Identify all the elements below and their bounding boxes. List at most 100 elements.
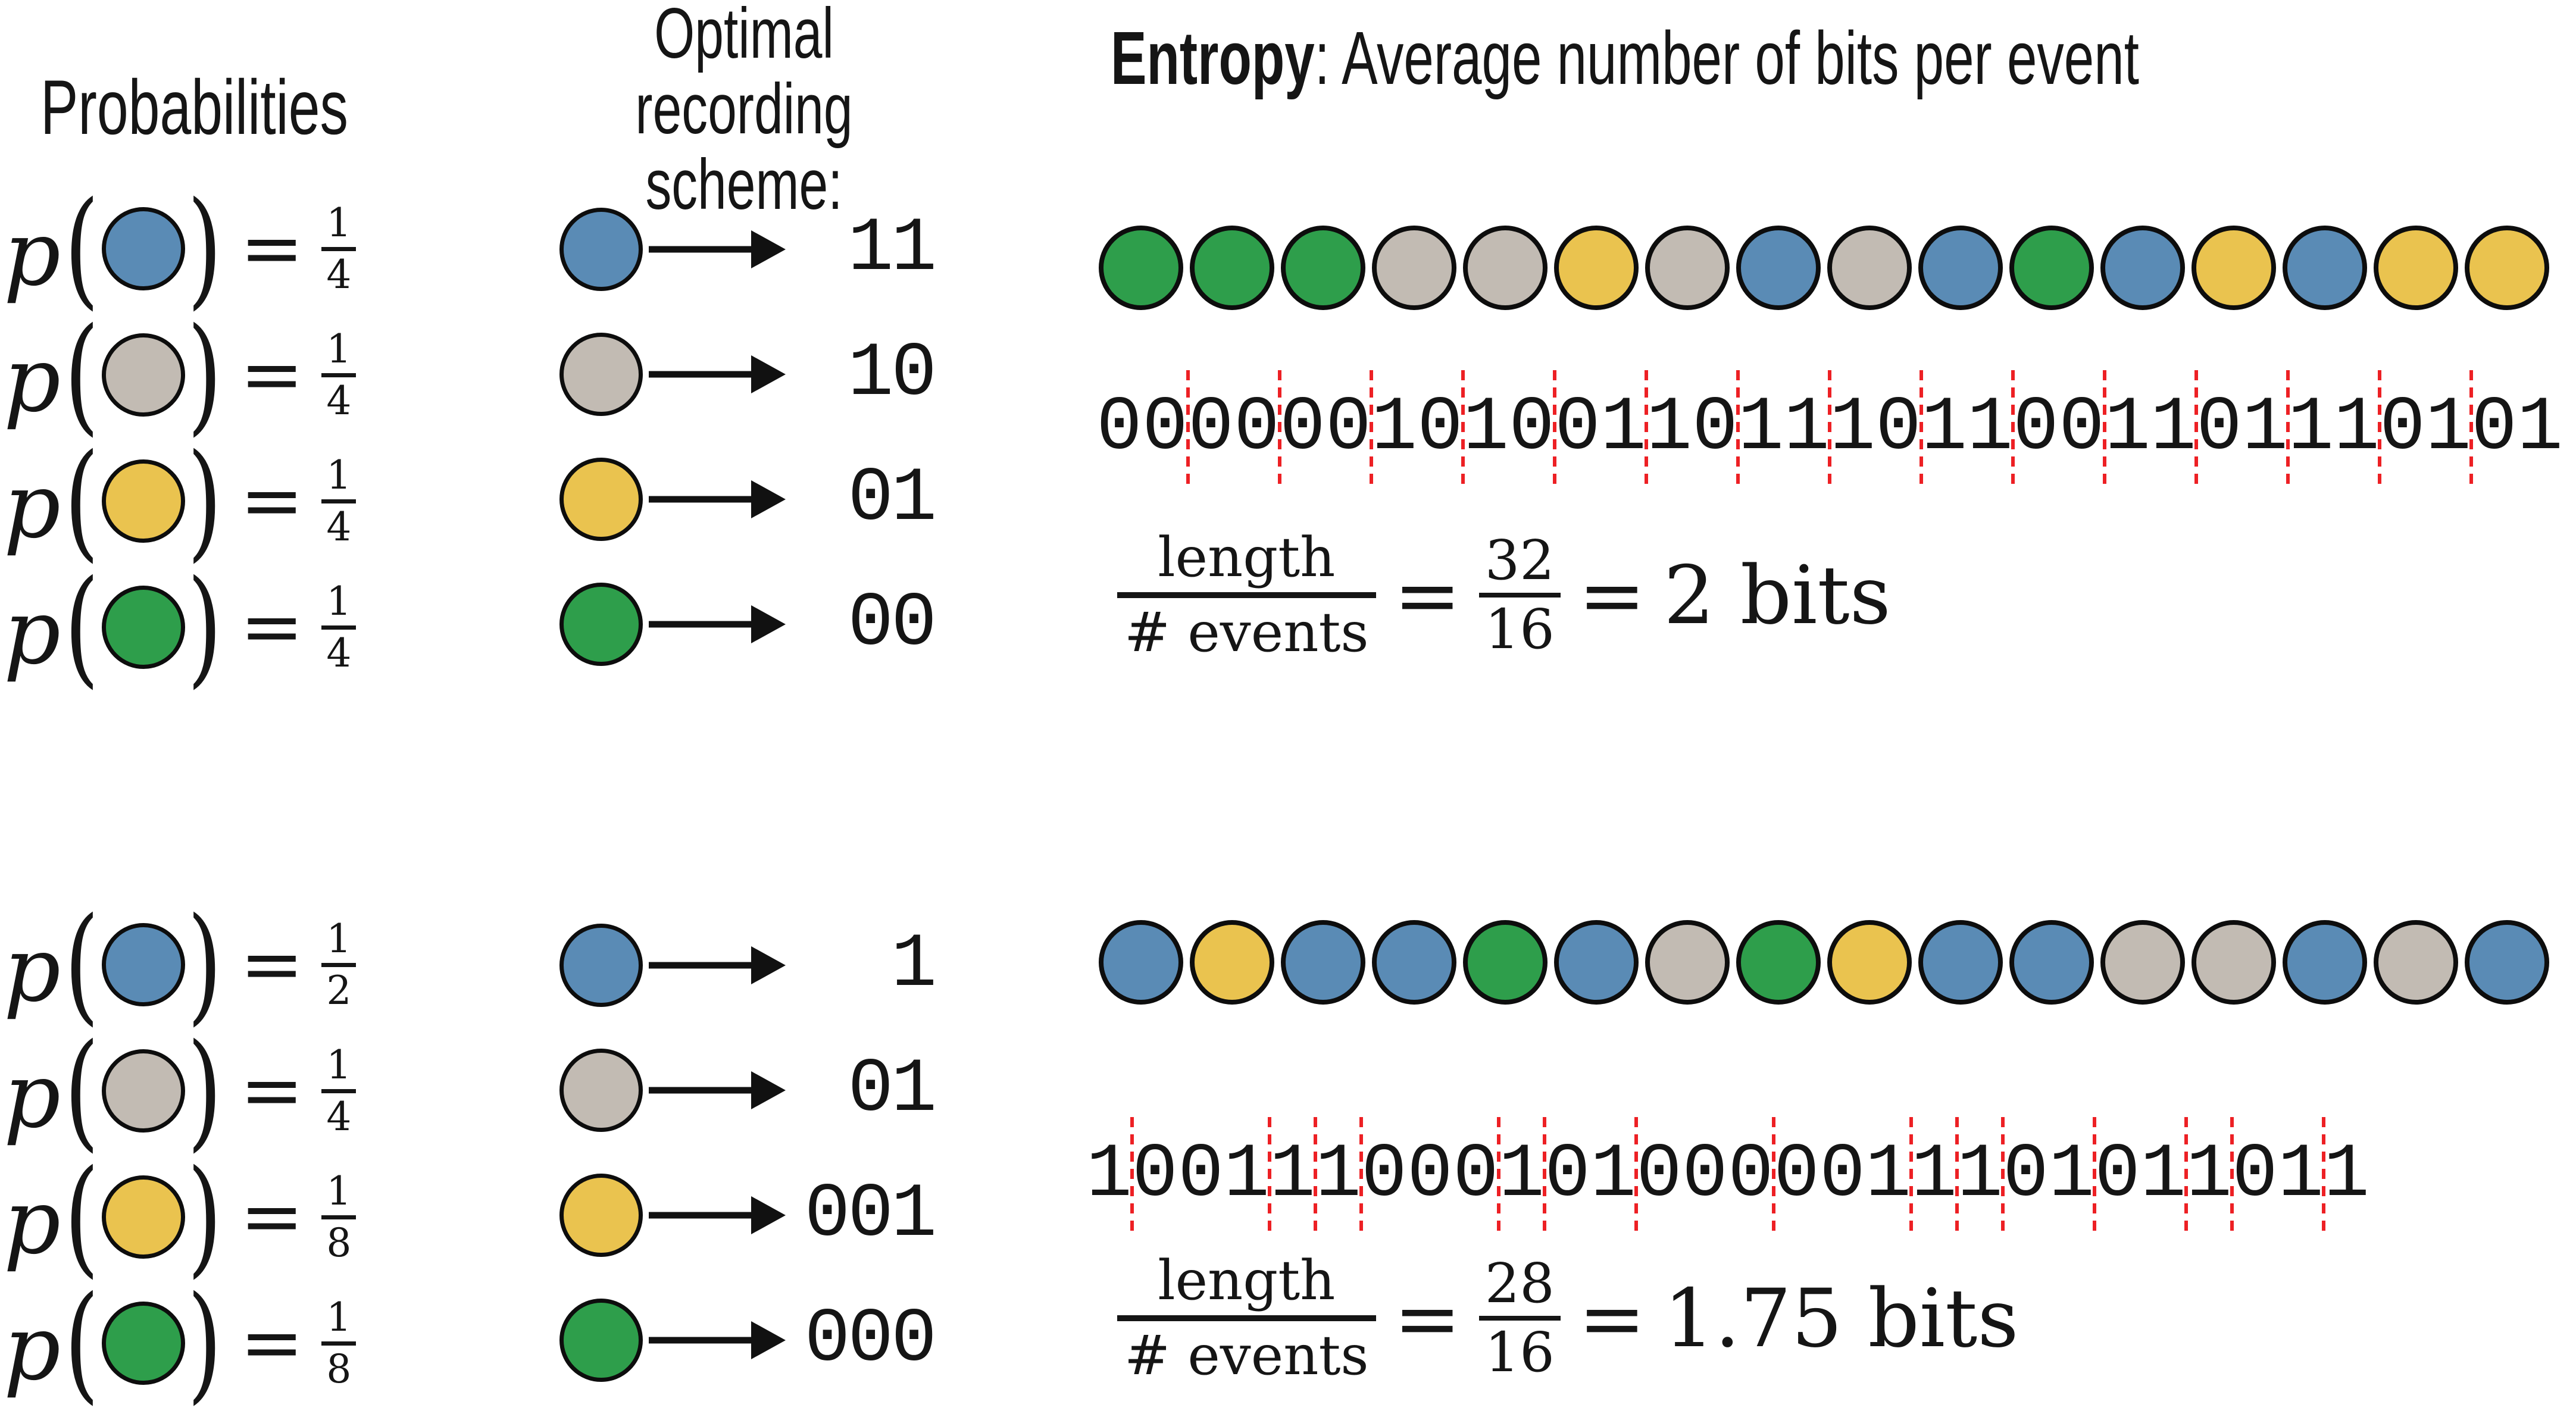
code-boundary-separator (1278, 370, 1281, 487)
probability-row: p() = 1 4 (4, 175, 357, 323)
blue-event-dot (559, 208, 643, 291)
bit-digit: 0 (1692, 385, 1738, 471)
close-paren: ) (187, 891, 223, 1038)
equals-sign: = (240, 920, 304, 1009)
code-boundary-separator (1553, 370, 1556, 487)
bit-digit: 1 (1315, 1132, 1361, 1218)
code-boundary-separator (1130, 1117, 1134, 1234)
blue-event-dot (1372, 920, 1456, 1005)
arrow-right-icon (649, 1321, 786, 1359)
blue-event-dot (101, 207, 185, 290)
bit-digit: 1 (2324, 1132, 2369, 1218)
fraction-denominator: 4 (326, 251, 352, 298)
bit-digit: 1 (1738, 385, 1784, 471)
equals-sign: = (1578, 1271, 1646, 1365)
event-sequence-skewed (1099, 920, 2549, 1005)
code-label: 001 (804, 1172, 937, 1258)
open-paren: ( (64, 891, 99, 1038)
yellow-event-dot (1827, 920, 1912, 1005)
close-paren: ) (187, 301, 223, 449)
bit-digit: 1 (2105, 385, 2150, 471)
avg-bits-result: 2 bits (1663, 548, 1891, 642)
code-boundary-separator (2378, 370, 2381, 487)
bit-digit: 0 (1096, 385, 1142, 471)
fraction-numerator: 1 (326, 1294, 352, 1340)
equals-sign: = (1393, 548, 1461, 642)
blue-event-dot (1281, 920, 1365, 1005)
scheme-table-uniform: 11 10 01 00 (559, 187, 937, 687)
gray-event-dot (559, 333, 643, 416)
ratio-numerator: 32 (1484, 528, 1555, 592)
code-boundary-separator (1370, 370, 1373, 487)
fraction-bar (1117, 592, 1376, 598)
code-boundary-separator (1909, 1117, 1913, 1234)
code-assignment-row: 00 (559, 562, 937, 687)
blue-event-dot (1918, 226, 2003, 310)
fraction-denominator: 8 (326, 1346, 352, 1392)
gray-event-dot (101, 1049, 185, 1133)
fraction-denominator: 4 (326, 503, 352, 550)
arrow-right-icon (649, 946, 786, 984)
bit-digit: 0 (2471, 385, 2517, 471)
scheme-title-line2: scheme: (645, 145, 843, 225)
equals-sign: = (240, 204, 304, 293)
open-paren: ( (64, 1269, 99, 1417)
p-symbol: p (4, 455, 61, 558)
bit-digit: 1 (2049, 1132, 2094, 1218)
bit-digit: 1 (1086, 1132, 1132, 1218)
fraction-bar (1478, 1316, 1561, 1321)
code-boundary-separator (1543, 1117, 1546, 1234)
open-paren: ( (64, 1143, 99, 1291)
code-boundary-separator (1955, 1117, 1959, 1234)
blue-event-dot (1918, 920, 2003, 1005)
bit-digit: 1 (1830, 385, 1875, 471)
arrow-right-icon (649, 480, 786, 518)
gray-event-dot (1372, 226, 1456, 310)
bit-digit: 0 (1728, 1132, 1774, 1218)
gray-event-dot (1463, 226, 1548, 310)
bit-digit: 1 (1463, 385, 1509, 471)
event-sequence-uniform (1099, 226, 2549, 310)
open-paren: ( (64, 175, 99, 323)
blue-event-dot (559, 924, 643, 1007)
probability-row: p() = 1 8 (4, 1143, 357, 1291)
equals-sign: = (240, 1046, 304, 1135)
bit-digit: 0 (1178, 1132, 1224, 1218)
open-paren: ( (64, 1017, 99, 1165)
fraction-bar (321, 499, 357, 503)
bit-digit: 1 (2186, 1132, 2232, 1218)
bit-digit: 0 (1417, 385, 1463, 471)
bit-digit: 0 (1132, 1132, 1178, 1218)
yellow-event-dot (559, 458, 643, 541)
ratio-fraction: 32 16 (1478, 528, 1561, 657)
bit-digit: 1 (1224, 1132, 1270, 1218)
code-boundary-separator (2184, 1117, 2188, 1234)
gray-event-dot (101, 333, 185, 417)
gray-event-dot (1645, 226, 1730, 310)
code-boundary-separator (1497, 1117, 1500, 1234)
open-paren: ( (64, 553, 99, 701)
equals-sign: = (240, 583, 304, 671)
code-assignment-row: 001 (559, 1153, 937, 1278)
p-symbol: p (4, 202, 61, 306)
bit-digit: 1 (1784, 385, 1830, 471)
blue-event-dot (101, 923, 185, 1006)
probability-row: p() = 1 2 (4, 891, 357, 1038)
code-boundary-separator (2230, 1117, 2234, 1234)
fraction-bar (321, 625, 357, 630)
code-label: 10 (848, 331, 937, 417)
avg-bits-formula-skewed: length # events = 28 16 = 1.75 bits (1117, 1241, 2019, 1396)
close-paren: ) (187, 427, 223, 575)
fraction-numerator: 1 (326, 199, 352, 246)
gray-event-dot (1645, 920, 1730, 1005)
fraction-denominator: # events (1124, 1324, 1369, 1387)
entropy-title-keyword: Entropy (1111, 16, 1315, 100)
code-assignment-row: 01 (559, 1028, 937, 1153)
avg-bits-result: 1.75 bits (1663, 1271, 2019, 1365)
